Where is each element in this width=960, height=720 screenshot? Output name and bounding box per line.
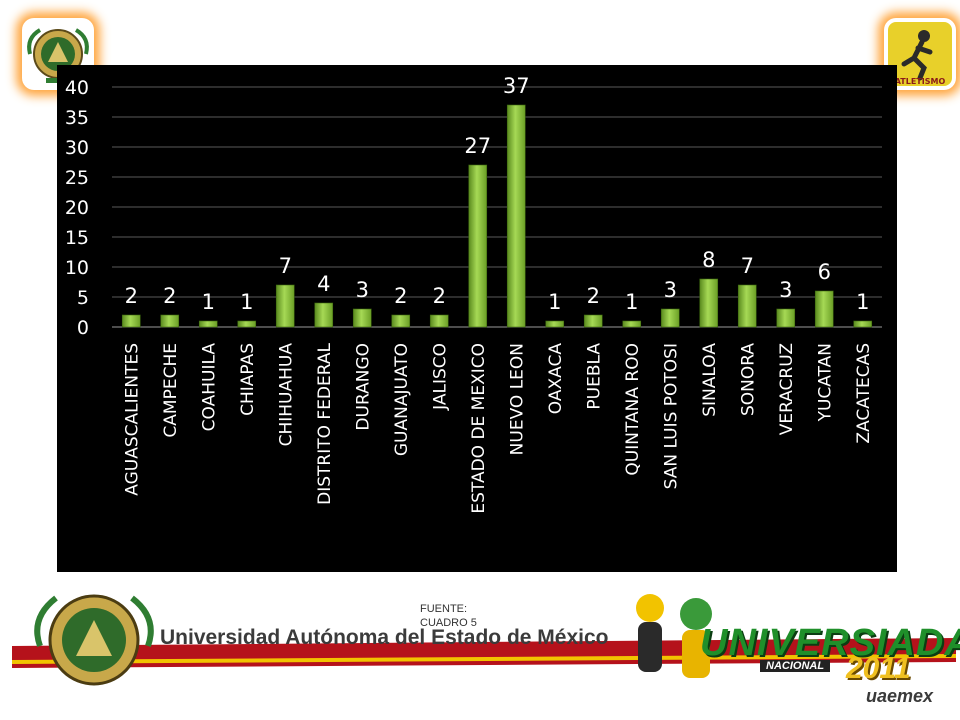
data-label: 2 — [125, 284, 138, 308]
bar — [853, 320, 873, 328]
bar — [429, 314, 449, 328]
data-label: 2 — [587, 284, 600, 308]
category-label: JALISCO — [430, 343, 450, 411]
bar — [506, 104, 526, 328]
y-tick-label: 15 — [65, 227, 89, 249]
footer-banner — [12, 594, 956, 686]
data-label: 6 — [818, 260, 831, 284]
bar — [198, 320, 218, 328]
bar — [776, 308, 796, 328]
category-label: CAMPECHE — [161, 343, 181, 438]
footer-seal-icon — [34, 594, 154, 686]
category-label: SAN LUIS POTOSI — [661, 343, 681, 489]
category-label: DURANGO — [353, 343, 373, 431]
chart-panel: 0 5 10 15 20 25 30 35 40 2 2 1 1 7 4 3 2 2 27 37 1 2 1 3 8 7 3 6 1 … — [57, 65, 897, 572]
y-tick-label: 30 — [65, 137, 89, 159]
category-label: AGUASCALIENTES — [122, 343, 142, 496]
university-name: Universidad Autónoma del Estado de Méxic… — [160, 626, 609, 649]
data-label: 2 — [433, 284, 446, 308]
runner-icon: ATLETISMO — [888, 22, 952, 86]
bar — [737, 284, 757, 328]
bar — [814, 290, 834, 328]
data-label: 8 — [702, 248, 715, 272]
category-label: PUEBLA — [584, 343, 604, 410]
category-label: GUANAJUATO — [392, 343, 412, 456]
data-label: 3 — [664, 278, 677, 302]
data-label: 1 — [240, 290, 253, 314]
category-label: ZACATECAS — [854, 343, 874, 444]
source-line-1: FUENTE: — [420, 603, 468, 615]
data-label: 7 — [741, 254, 754, 278]
bar — [622, 320, 642, 328]
bar — [121, 314, 141, 328]
data-label: 3 — [779, 278, 792, 302]
data-label: 4 — [317, 272, 330, 296]
bar — [352, 308, 372, 328]
bar — [545, 320, 565, 328]
year-logo-text: 2011 — [846, 652, 911, 685]
bar — [391, 314, 411, 328]
category-label: COAHUILA — [199, 343, 219, 432]
category-label: ESTADO DE MEXICO — [469, 343, 489, 514]
category-label: CHIHUAHUA — [276, 343, 296, 447]
data-label: 27 — [464, 134, 491, 158]
y-tick-label: 10 — [65, 257, 89, 279]
mascots-icon — [636, 594, 712, 678]
uaemex-logo-text: uaemex — [866, 686, 934, 706]
category-label: DISTRITO FEDERAL — [315, 342, 335, 504]
data-label: 7 — [279, 254, 292, 278]
bar — [237, 320, 257, 328]
universiada-logo-text: UNIVERSIADA — [700, 622, 960, 664]
category-label: VERACRUZ — [777, 343, 797, 435]
data-label: 37 — [503, 74, 530, 98]
bar — [275, 284, 295, 328]
category-label: CHIAPAS — [238, 343, 258, 416]
data-label: 1 — [202, 290, 215, 314]
category-label: OAXACA — [546, 343, 566, 415]
bar — [160, 314, 180, 328]
y-tick-label: 0 — [77, 317, 89, 339]
nacional-logo-text: NACIONAL — [760, 660, 831, 672]
category-label: SINALOA — [700, 343, 720, 417]
category-label: YUCATAN — [815, 343, 835, 422]
data-label: 1 — [856, 290, 869, 314]
bar — [699, 278, 719, 328]
bar — [583, 314, 603, 328]
category-label: NUEVO LEON — [507, 343, 527, 455]
y-tick-label: 5 — [77, 287, 89, 309]
atletismo-text: ATLETISMO — [895, 77, 946, 86]
data-label: 2 — [394, 284, 407, 308]
data-label: 2 — [163, 284, 176, 308]
bar — [660, 308, 680, 328]
source-line-2: CUADRO 5 — [420, 617, 477, 629]
category-label: SONORA — [738, 343, 758, 416]
category-label: QUINTANA ROO — [623, 343, 643, 476]
data-label: 1 — [548, 290, 561, 314]
source-note: FUENTE: CUADRO 5 — [420, 602, 490, 630]
bar — [314, 302, 334, 328]
y-tick-label: 20 — [65, 197, 89, 219]
data-label: 3 — [356, 278, 369, 302]
y-tick-label: 25 — [65, 167, 89, 189]
y-tick-label: 40 — [65, 77, 89, 99]
y-tick-label: 35 — [65, 107, 89, 129]
bar — [468, 164, 488, 328]
data-label: 1 — [625, 290, 638, 314]
